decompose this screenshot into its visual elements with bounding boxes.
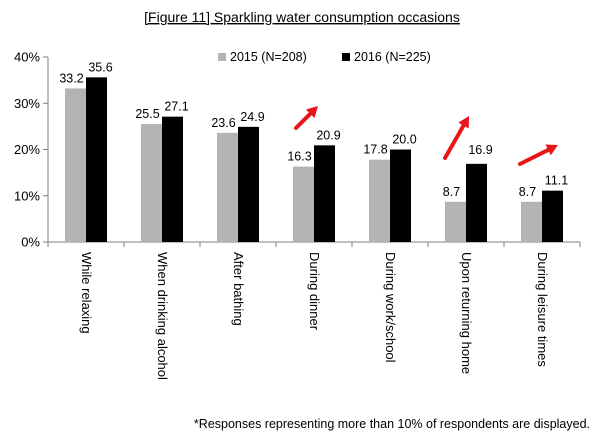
bar-2016 xyxy=(314,145,335,242)
y-tick-label: 10% xyxy=(14,188,40,203)
red-up-arrow-icon xyxy=(443,116,469,160)
data-label: 25.5 xyxy=(135,107,159,121)
y-tick-label: 40% xyxy=(14,50,40,65)
data-label: 16.3 xyxy=(287,150,311,164)
bar-2015 xyxy=(141,124,162,242)
data-label: 8.7 xyxy=(519,185,536,199)
data-label: 33.2 xyxy=(59,71,83,85)
data-label: 8.7 xyxy=(443,185,460,199)
bar-2016 xyxy=(86,77,107,242)
category-label: While relaxing xyxy=(79,252,94,334)
y-tick-label: 20% xyxy=(14,142,40,157)
y-tick-label: 30% xyxy=(14,96,40,111)
y-tick-label: 0% xyxy=(21,235,40,250)
data-label: 20.0 xyxy=(392,133,416,147)
value-labels: 33.2 35.6 25.5 27.1 23.6 24.9 16.3 20.9 17.8 20.0… xyxy=(59,60,568,198)
bars xyxy=(65,77,563,242)
bar-2015 xyxy=(445,201,466,242)
data-label: 16.9 xyxy=(468,143,492,157)
legend-label: 2016 (N=225) xyxy=(354,50,431,64)
bar-2016 xyxy=(466,163,487,242)
legend-swatch xyxy=(218,53,226,61)
trend-arrows xyxy=(294,106,558,166)
footnote: *Responses representing more than 10% of… xyxy=(194,417,590,431)
legend-swatch xyxy=(342,53,350,61)
category-label: When drinking alcohol xyxy=(155,252,170,380)
bar-2016 xyxy=(238,126,259,242)
bar-2015 xyxy=(293,166,314,242)
bar-2016 xyxy=(542,190,563,242)
bar-2015 xyxy=(65,88,86,242)
bar-2016 xyxy=(162,116,183,242)
legend-label: 2015 (N=208) xyxy=(230,50,307,64)
bar-2015 xyxy=(521,201,542,242)
data-label: 17.8 xyxy=(363,143,387,157)
legend: 2015 (N=208) 2016 (N=225) xyxy=(218,50,431,64)
bar-2016 xyxy=(390,149,411,242)
category-label: Upon returning home xyxy=(459,252,474,374)
category-label: During dinner xyxy=(307,252,322,331)
data-label: 20.9 xyxy=(316,128,340,142)
bar-2015 xyxy=(369,159,390,242)
red-up-arrow-icon xyxy=(294,106,318,130)
data-label: 35.6 xyxy=(88,60,112,74)
data-label: 23.6 xyxy=(211,116,235,130)
category-label: During leisure times xyxy=(535,252,550,367)
data-label: 27.1 xyxy=(164,100,188,114)
category-labels: While relaxing When drinking alcohol After… xyxy=(79,252,550,380)
category-label: During work/school xyxy=(383,252,398,363)
red-up-arrow-icon xyxy=(518,144,558,166)
chart-title: [Figure 11] Sparkling water consumption … xyxy=(144,9,460,25)
data-label: 24.9 xyxy=(240,110,264,124)
bar-2015 xyxy=(217,132,238,242)
category-label: After bathing xyxy=(231,252,246,326)
data-label: 11.1 xyxy=(545,174,568,188)
y-axis: 0% 10% 20% 30% 40% xyxy=(14,50,581,250)
